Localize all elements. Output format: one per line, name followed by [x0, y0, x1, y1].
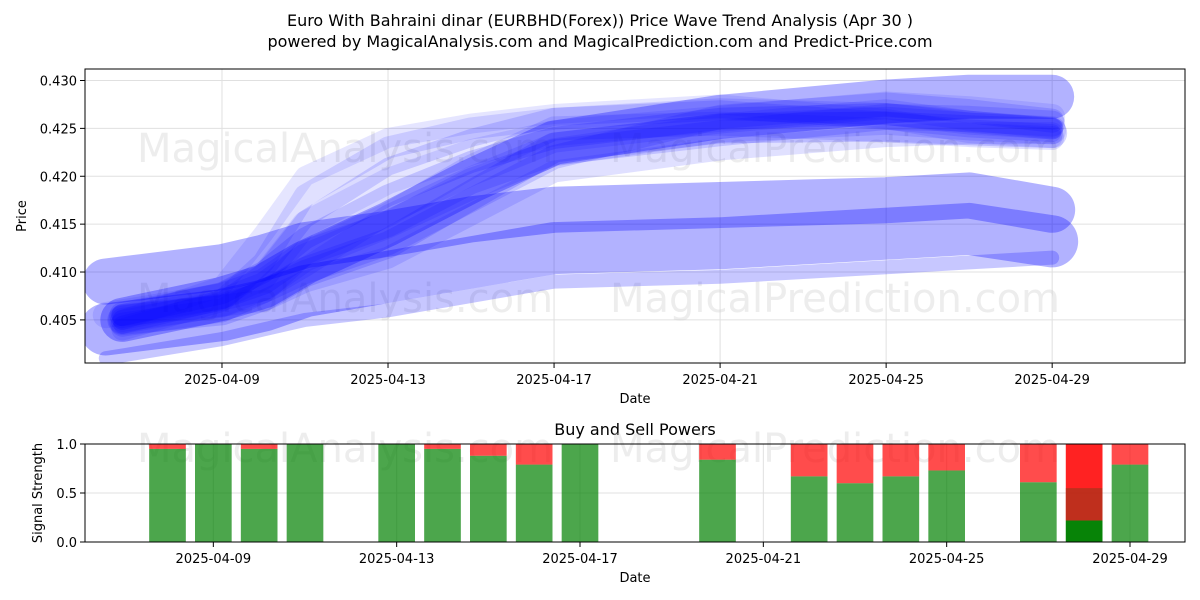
sell-power-bar: [1111, 444, 1149, 465]
sell-power-bar: [882, 444, 920, 477]
price-y-tick-label: 0.405: [40, 314, 77, 329]
price-y-tick-label: 0.430: [40, 74, 77, 89]
signal-x-ticks: 2025-04-09 2025-04-13 2025-04-17 2025-04-21…: [176, 542, 1168, 567]
buy-power-bar: [515, 464, 553, 542]
sell-power-bar: [790, 444, 828, 477]
buy-power-bar: [836, 483, 874, 542]
buy-power-bar: [470, 455, 507, 542]
buy-power-bar: [928, 470, 965, 542]
price-x-tick-label: 2025-04-25: [848, 373, 924, 388]
wave-line-wave-upper-g: [111, 122, 1064, 327]
price-grid: [85, 69, 1185, 363]
buy-sell-bars: [149, 444, 1149, 542]
signal-x-tick-label: 2025-04-29: [1092, 552, 1168, 567]
buy-sell-title: Buy and Sell Powers: [554, 420, 716, 439]
buy-power-bar: [286, 444, 324, 542]
buy-power-bar: [790, 476, 828, 542]
price-x-axis-label: Date: [619, 392, 650, 407]
sell-power-bar: [515, 444, 553, 465]
sell-power-bar: [470, 444, 507, 456]
buy-power-bar: [1020, 482, 1057, 542]
signal-y-tick-label: 0.0: [56, 536, 77, 551]
wave-line-wave-bottom-thin: [98, 250, 1060, 363]
price-x-tick-label: 2025-04-17: [516, 373, 592, 388]
buy-sell-panel: Buy and Sell Powers MagicalAnalysis.com …: [31, 420, 1186, 586]
buy-power-bar: [1111, 464, 1149, 542]
signal-y-ticks: 0.0 0.5 1.0: [56, 438, 85, 551]
sell-power-bar: [928, 444, 965, 471]
buy-power-bar: [882, 476, 920, 542]
wave-line-wave-upper-d: [113, 100, 1062, 334]
wave-line-wave-upper-e: [110, 111, 1065, 332]
price-y-axis-label: Price: [15, 200, 30, 232]
price-y-tick-label: 0.420: [40, 170, 77, 185]
price-x-tick-label: 2025-04-21: [682, 373, 758, 388]
signal-x-axis-label: Date: [619, 571, 650, 586]
sell-power-bar: [149, 444, 186, 449]
price-wave-series: [85, 74, 1079, 363]
buy-power-bar: [424, 448, 461, 542]
sell-power-bar: [240, 444, 278, 449]
sell-power-bar: [424, 444, 461, 449]
price-y-tick-label: 0.425: [40, 122, 77, 137]
watermark-analysis-top: MagicalAnalysis.com: [137, 126, 553, 172]
signal-y-tick-label: 1.0: [56, 438, 77, 453]
signal-y-tick-label: 0.5: [56, 487, 77, 502]
wave-line-wave-mid: [85, 172, 1076, 305]
buy-power-bar: [149, 448, 186, 542]
wave-line-wave-lower: [85, 202, 1079, 356]
wave-line-wave-upper-c: [112, 94, 1063, 330]
chart-title-line1: Euro With Bahraini dinar (EURBHD(Forex))…: [287, 11, 913, 30]
watermark-prediction-top: MagicalPrediction.com: [610, 126, 1060, 172]
wave-line-wave-upper-i: [112, 99, 1063, 330]
mixed-power-bar: [1065, 488, 1103, 521]
wave-line-wave-upper-b: [111, 98, 1064, 341]
price-wave-panel: MagicalAnalysis.com MagicalPrediction.co…: [15, 68, 1186, 407]
buy-power-bar: [699, 459, 736, 542]
price-plot-frame: [84, 68, 1186, 364]
price-y-tick-label: 0.415: [40, 218, 77, 233]
signal-x-tick-label: 2025-04-13: [359, 552, 435, 567]
wave-line-wave-upper-f: [107, 111, 1068, 335]
signal-x-tick-label: 2025-04-17: [542, 552, 618, 567]
buy-power-bar: [378, 444, 415, 542]
signal-x-tick-label: 2025-04-25: [909, 552, 985, 567]
signal-x-tick-label: 2025-04-09: [176, 552, 252, 567]
price-x-tick-label: 2025-04-09: [184, 373, 260, 388]
strong-buy-bar: [1065, 520, 1103, 542]
price-y-tick-label: 0.410: [40, 266, 77, 281]
watermark-prediction-bottom: MagicalPrediction.com: [610, 426, 1060, 472]
buy-power-bar: [561, 444, 599, 542]
sell-power-bar: [699, 444, 736, 460]
chart-title-line2: powered by MagicalAnalysis.com and Magic…: [267, 32, 932, 51]
wave-line-wave-upper-l: [111, 103, 1064, 327]
signal-x-tick-label: 2025-04-21: [726, 552, 802, 567]
wave-line-wave-upper-h: [109, 103, 1066, 329]
wave-line-wave-upper-a: [92, 91, 1066, 329]
buy-power-bar: [195, 444, 232, 542]
price-y-ticks: 0.405 0.410 0.415 0.420 0.425 0.430: [40, 74, 85, 329]
price-watermarks: MagicalAnalysis.com MagicalPrediction.co…: [137, 126, 1060, 322]
price-x-ticks: 2025-04-09 2025-04-13 2025-04-17 2025-04-21…: [184, 363, 1090, 388]
wave-line-wave-upper-j: [110, 92, 1065, 337]
watermark-prediction-mid: MagicalPrediction.com: [610, 276, 1060, 322]
sell-power-bar: [836, 444, 874, 484]
sell-power-bar: [1020, 444, 1057, 483]
watermark-analysis-mid: MagicalAnalysis.com: [137, 276, 553, 322]
buy-power-bar: [240, 448, 278, 542]
signal-y-axis-label: Signal Strength: [31, 443, 46, 543]
wave-line-wave-upper-wide: [100, 74, 1075, 342]
price-x-tick-label: 2025-04-29: [1014, 373, 1090, 388]
price-x-tick-label: 2025-04-13: [350, 373, 426, 388]
wave-line-wave-upper-k: [108, 106, 1067, 334]
